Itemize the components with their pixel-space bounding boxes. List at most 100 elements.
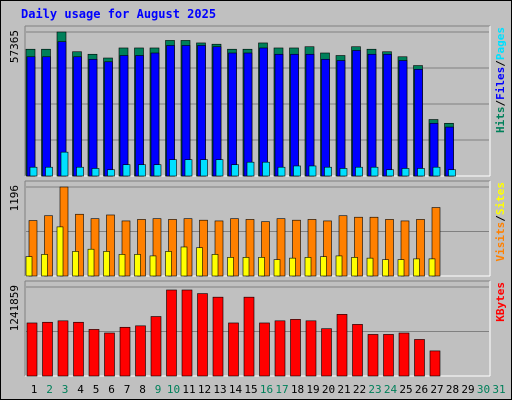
bar-sites-day-10 bbox=[165, 251, 172, 277]
bar-pages-day-1 bbox=[29, 166, 38, 177]
bar-kbytes-day-2 bbox=[42, 321, 53, 377]
bar-sites-day-9 bbox=[149, 255, 157, 277]
bar-pages-day-7 bbox=[122, 164, 131, 177]
bar-kbytes-day-21 bbox=[336, 314, 348, 377]
bar-files-day-14 bbox=[228, 52, 237, 177]
bar-files-day-4 bbox=[73, 56, 82, 177]
bar-sites-day-1 bbox=[25, 256, 33, 277]
bar-sites-day-19 bbox=[304, 257, 312, 277]
bar-pages-day-3 bbox=[60, 151, 69, 177]
day-label-5: 5 bbox=[93, 383, 100, 396]
bar-files-day-6 bbox=[104, 61, 113, 177]
bar-kbytes-day-14 bbox=[228, 322, 239, 377]
day-label-4: 4 bbox=[77, 383, 84, 396]
bar-kbytes-day-17 bbox=[274, 320, 286, 377]
bar-kbytes-day-26 bbox=[414, 339, 425, 377]
bar-visits-day-26 bbox=[416, 219, 425, 277]
bar-files-day-21 bbox=[336, 60, 346, 177]
day-label-21: 21 bbox=[337, 383, 350, 396]
bar-kbytes-day-8 bbox=[135, 325, 146, 377]
bar-sites-day-8 bbox=[134, 254, 141, 277]
legend-visits: Visits bbox=[494, 222, 507, 262]
bar-sites-day-11 bbox=[180, 246, 188, 277]
bar-files-day-9 bbox=[150, 52, 160, 177]
day-label-19: 19 bbox=[306, 383, 319, 396]
bar-visits-day-8 bbox=[137, 219, 146, 277]
bar-pages-day-25 bbox=[401, 168, 410, 177]
y-max-label-top: 57365 bbox=[8, 30, 21, 63]
bar-files-day-23 bbox=[367, 53, 377, 177]
bar-visits-day-4 bbox=[75, 213, 84, 277]
bar-files-day-11 bbox=[181, 45, 191, 177]
legend-sites: Sites bbox=[494, 182, 507, 215]
day-label-28: 28 bbox=[446, 383, 459, 396]
bar-visits-day-21 bbox=[338, 215, 348, 277]
bar-kbytes-day-3 bbox=[57, 320, 69, 377]
bar-sites-day-12 bbox=[196, 247, 203, 277]
legend-kbytes: KBytes bbox=[494, 282, 507, 322]
day-label-23: 23 bbox=[368, 383, 381, 396]
day-label-13: 13 bbox=[213, 383, 226, 396]
bar-kbytes-day-5 bbox=[88, 329, 100, 377]
y-max-label-middle: 1196 bbox=[8, 185, 21, 212]
bar-sites-day-24 bbox=[382, 259, 389, 277]
bar-sites-day-17 bbox=[273, 259, 281, 277]
day-label-25: 25 bbox=[399, 383, 412, 396]
bar-files-day-15 bbox=[243, 52, 253, 177]
bar-visits-day-10 bbox=[168, 219, 177, 277]
bar-visits-day-17 bbox=[276, 218, 286, 277]
panel-middle bbox=[25, 181, 490, 276]
day-label-1: 1 bbox=[31, 383, 38, 396]
bar-sites-day-7 bbox=[118, 254, 126, 277]
bar-sites-day-26 bbox=[413, 258, 420, 277]
panel-bottom bbox=[25, 281, 490, 376]
bar-pages-day-11 bbox=[184, 159, 193, 177]
bar-kbytes-day-10 bbox=[166, 289, 177, 377]
bar-kbytes-day-4 bbox=[73, 321, 84, 377]
day-label-20: 20 bbox=[322, 383, 335, 396]
legend-pages: Pages bbox=[494, 27, 507, 60]
day-label-8: 8 bbox=[139, 383, 146, 396]
day-label-17: 17 bbox=[275, 383, 288, 396]
legend-middle: Visits/Sites bbox=[494, 182, 507, 262]
bar-kbytes-day-1 bbox=[26, 322, 38, 377]
bar-files-day-22 bbox=[352, 50, 361, 177]
bar-pages-day-12 bbox=[200, 159, 208, 177]
bar-files-day-12 bbox=[197, 45, 206, 177]
day-label-11: 11 bbox=[182, 383, 195, 396]
bar-visits-day-7 bbox=[121, 220, 131, 277]
bar-kbytes-day-15 bbox=[243, 296, 255, 377]
day-label-18: 18 bbox=[291, 383, 304, 396]
y-max-label-bottom: 1241859 bbox=[8, 285, 21, 331]
bar-pages-day-24 bbox=[386, 169, 394, 177]
bar-visits-day-2 bbox=[44, 215, 53, 277]
bar-files-day-1 bbox=[26, 56, 36, 177]
bar-visits-day-16 bbox=[261, 221, 270, 277]
bar-sites-day-5 bbox=[87, 248, 95, 277]
bar-files-day-28 bbox=[445, 126, 454, 177]
bar-sites-day-4 bbox=[72, 251, 79, 277]
bar-kbytes-day-23 bbox=[367, 334, 379, 377]
bar-sites-day-23 bbox=[366, 257, 374, 277]
day-label-24: 24 bbox=[384, 383, 398, 396]
bar-pages-day-22 bbox=[355, 166, 363, 177]
chart-title: Daily usage for August 2025 bbox=[21, 7, 217, 21]
bar-sites-day-25 bbox=[397, 259, 405, 277]
bar-kbytes-day-20 bbox=[321, 328, 332, 377]
bar-files-day-8 bbox=[135, 55, 144, 177]
bar-pages-day-2 bbox=[45, 166, 53, 177]
bar-pages-day-27 bbox=[432, 166, 441, 177]
legend-separator: / bbox=[494, 60, 507, 67]
bar-visits-day-14 bbox=[230, 218, 239, 277]
bar-files-day-10 bbox=[166, 45, 175, 177]
bar-visits-day-20 bbox=[323, 220, 332, 277]
bar-kbytes-day-27 bbox=[429, 350, 441, 377]
bar-sites-day-6 bbox=[103, 251, 110, 277]
bar-pages-day-26 bbox=[417, 168, 425, 177]
bar-files-day-2 bbox=[42, 56, 51, 177]
bar-visits-day-15 bbox=[245, 219, 255, 277]
day-label-30: 30 bbox=[477, 383, 490, 396]
day-label-6: 6 bbox=[108, 383, 115, 396]
bar-kbytes-day-18 bbox=[290, 319, 301, 377]
